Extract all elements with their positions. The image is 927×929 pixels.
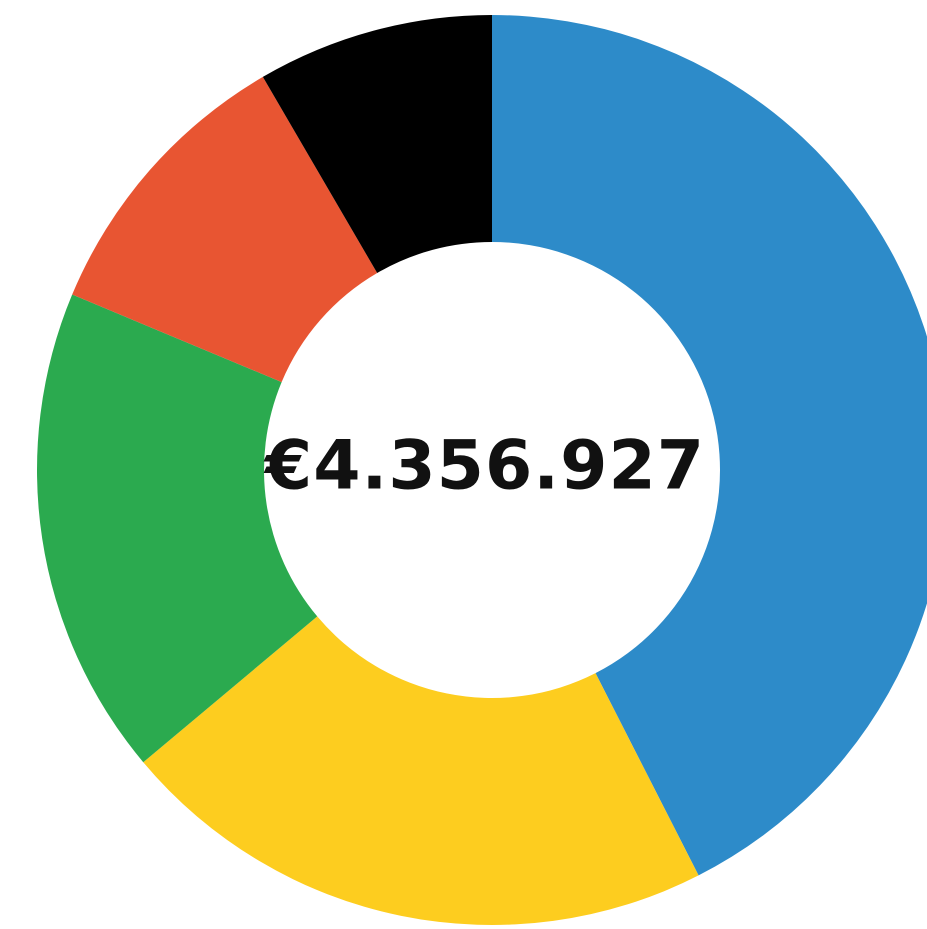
slice <box>262 15 492 274</box>
slice <box>72 76 378 383</box>
slice <box>492 15 927 876</box>
slice <box>143 616 699 926</box>
slice <box>36 294 318 763</box>
slices <box>36 15 927 926</box>
center-label: €4.356.927 <box>263 427 705 506</box>
